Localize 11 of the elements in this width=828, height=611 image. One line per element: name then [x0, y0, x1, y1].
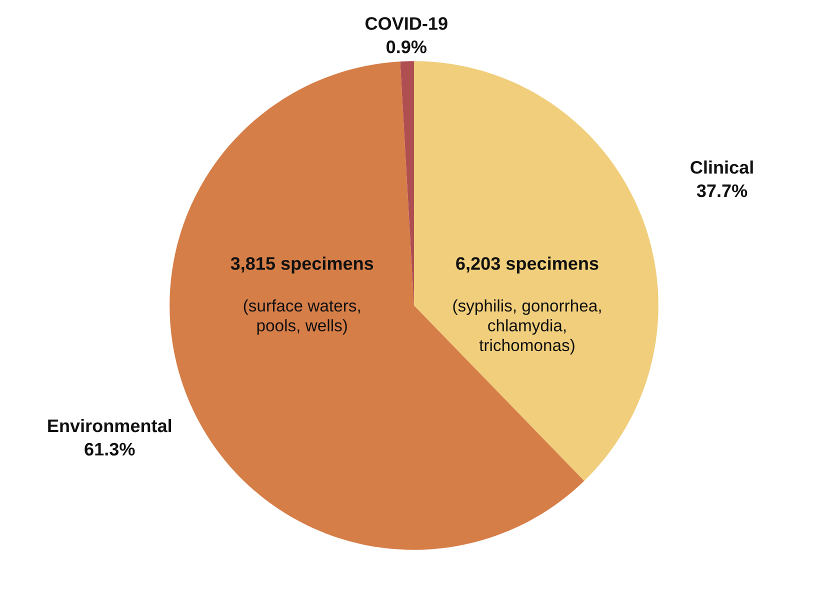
text: 6,203 specimens — [456, 256, 598, 274]
slice-label: Clinical — [690, 160, 753, 174]
slice-label: Environmental — [48, 418, 172, 432]
data-label: 37.7% — [696, 184, 748, 198]
data-label: 61.3% — [84, 442, 135, 456]
slice-label: COVID-19 — [365, 17, 448, 30]
data-label: 0.9% — [386, 40, 426, 54]
text: (surface waters, pools, wells) — [244, 299, 360, 335]
text: (syphilis, gonorrhea, chlamydia, trichomonas) — [453, 299, 601, 354]
text: 3,815 specimens — [230, 256, 374, 274]
pie-slice — [414, 61, 658, 481]
